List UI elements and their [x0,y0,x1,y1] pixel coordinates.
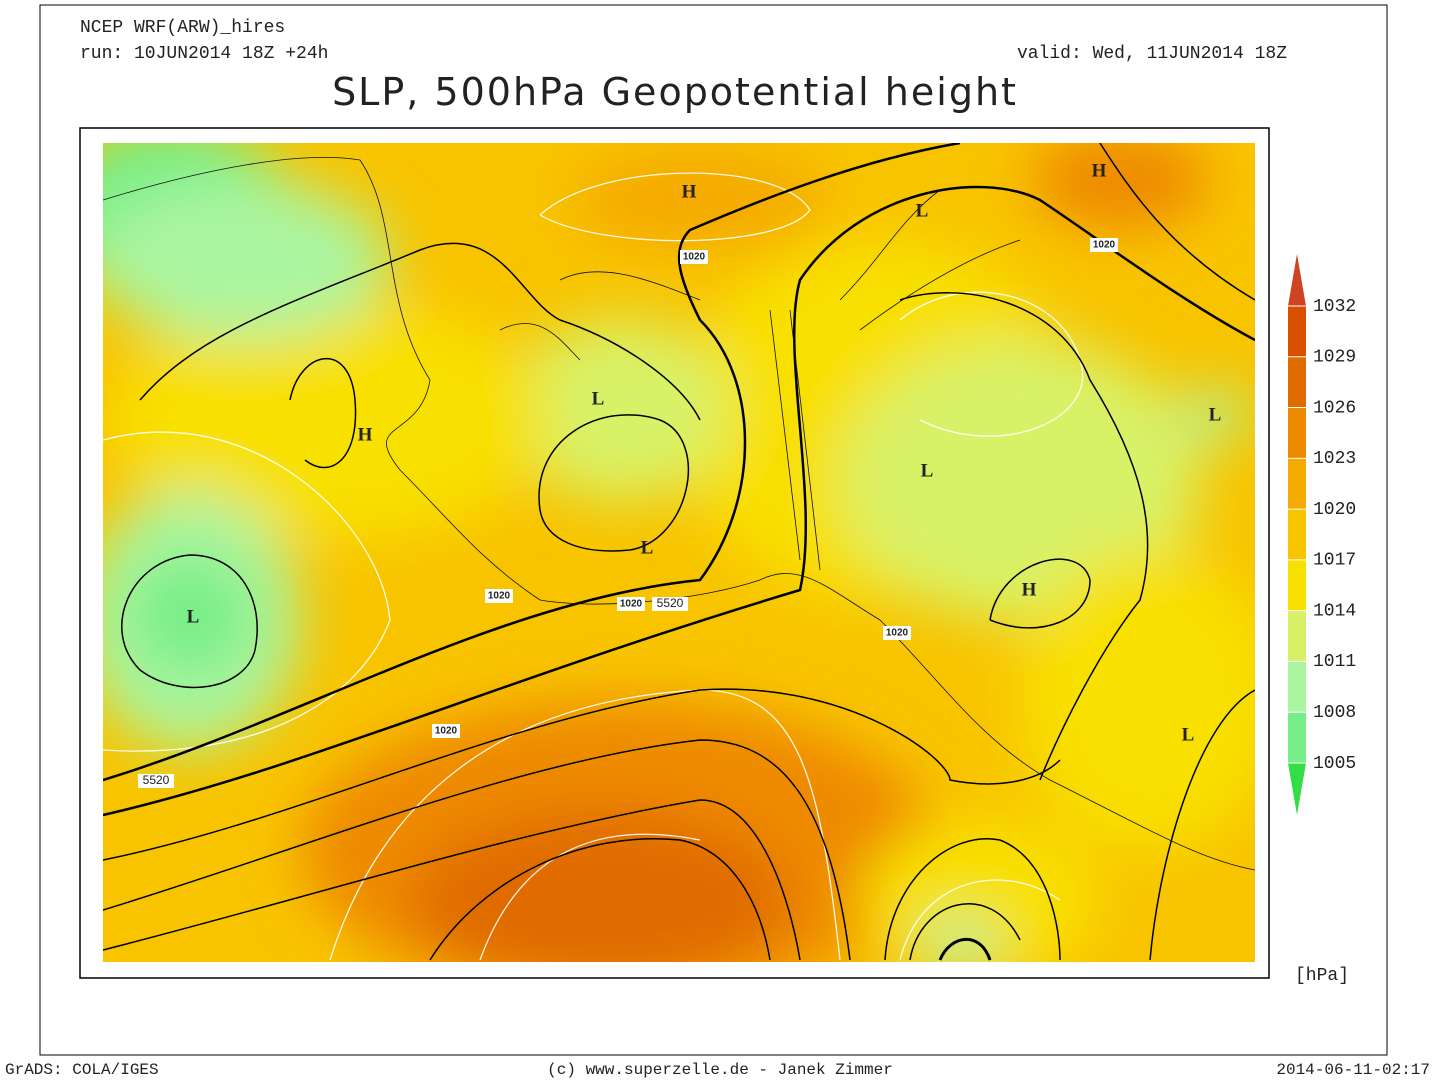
colorbar-high-arrow [1288,254,1306,306]
model-name: NCEP WRF(ARW)_hires [80,18,285,38]
contour-label: 5520 [138,773,174,788]
colorbar-tick-label: 1008 [1313,703,1356,723]
contour-label: 1020 [680,250,708,264]
colorbar-tick-label: 1017 [1313,551,1356,571]
map-title: SLP, 500hPa Geopotential height [332,70,1018,114]
colorbar-unit: [hPa] [1295,966,1349,986]
map-labels: HHLLLLLHLLHL1020102010201020102010201020… [138,160,1221,788]
colorbar-segment [1288,306,1306,357]
colorbar-segment [1288,661,1306,713]
pressure-center-label: L [1209,404,1222,425]
pressure-center-label: L [921,460,934,481]
contour-label: 5520 [652,596,688,611]
pressure-center-label: L [187,606,200,627]
colorbar-segment [1288,712,1306,763]
software-credit: GrADS: COLA/IGES [5,1061,159,1079]
colorbar-tick-label: 1020 [1313,500,1356,520]
colorbar-segment [1288,559,1306,611]
colorbar-tick-label: 1029 [1313,348,1356,368]
colorbar-tick-label: 1023 [1313,449,1356,469]
pressure-center-label: L [641,537,654,558]
contour-label: 1020 [883,626,911,640]
pressure-center-label: L [592,388,605,409]
contour-label-text: 1020 [886,628,909,639]
site-credit: (c) www.superzelle.de - Janek Zimmer [547,1061,893,1079]
contour-label-box [432,724,460,738]
contour-label-box [652,597,688,611]
colorbar-tick-label: 1032 [1313,297,1356,317]
contour-label-box [617,597,645,611]
valid-time: valid: Wed, 11JUN2014 18Z [1017,44,1287,64]
contour-label-text: 1020 [488,591,511,602]
contour-label-text: 1020 [1093,240,1116,251]
contour-label-box [138,774,174,788]
pressure-center-label: L [916,200,929,221]
colorbar-tick-label: 1011 [1313,652,1356,672]
colorbar-tick-label: 1014 [1313,601,1356,621]
contour-label-text: 1020 [683,252,706,263]
page-frame [39,4,1388,1056]
pressure-center-label: L [1182,724,1195,745]
timestamp: 2014-06-11-02:17 [1276,1061,1430,1079]
contour-label-box [485,589,513,603]
pressure-center-label: H [358,424,373,445]
contour-label-box [883,626,911,640]
colorbar-segment [1288,458,1306,510]
pressure-center-label: H [1092,160,1107,181]
colorbar-tick-label: 1005 [1313,754,1356,774]
contour-label: 1020 [485,589,513,603]
contour-label-text: 5520 [657,596,684,610]
colorbar-low-arrow [1288,763,1306,815]
colorbar-tick-label: 1026 [1313,398,1356,418]
contour-label-text: 5520 [143,773,170,787]
contour-label-box [1090,238,1118,252]
pressure-center-label: H [1022,579,1037,600]
pressure-center-label: H [682,181,697,202]
contour-label-box [680,250,708,264]
contour-label-text: 1020 [435,726,458,737]
colorbar-segment [1288,610,1306,662]
contour-label-text: 1020 [620,599,643,610]
run-info: run: 10JUN2014 18Z +24h [80,44,328,64]
pressure-field [103,143,1255,962]
colorbar-segment [1288,509,1306,560]
colorbar: 1005 1008 1011 1014 1017 1020 1023 1026 1029 1032 [1288,254,1356,815]
colorbar-segment [1288,356,1306,408]
colorbar-segment [1288,407,1306,459]
contour-label: 1020 [1090,238,1118,252]
contour-label: 1020 [617,597,645,611]
contour-label: 1020 [432,724,460,738]
